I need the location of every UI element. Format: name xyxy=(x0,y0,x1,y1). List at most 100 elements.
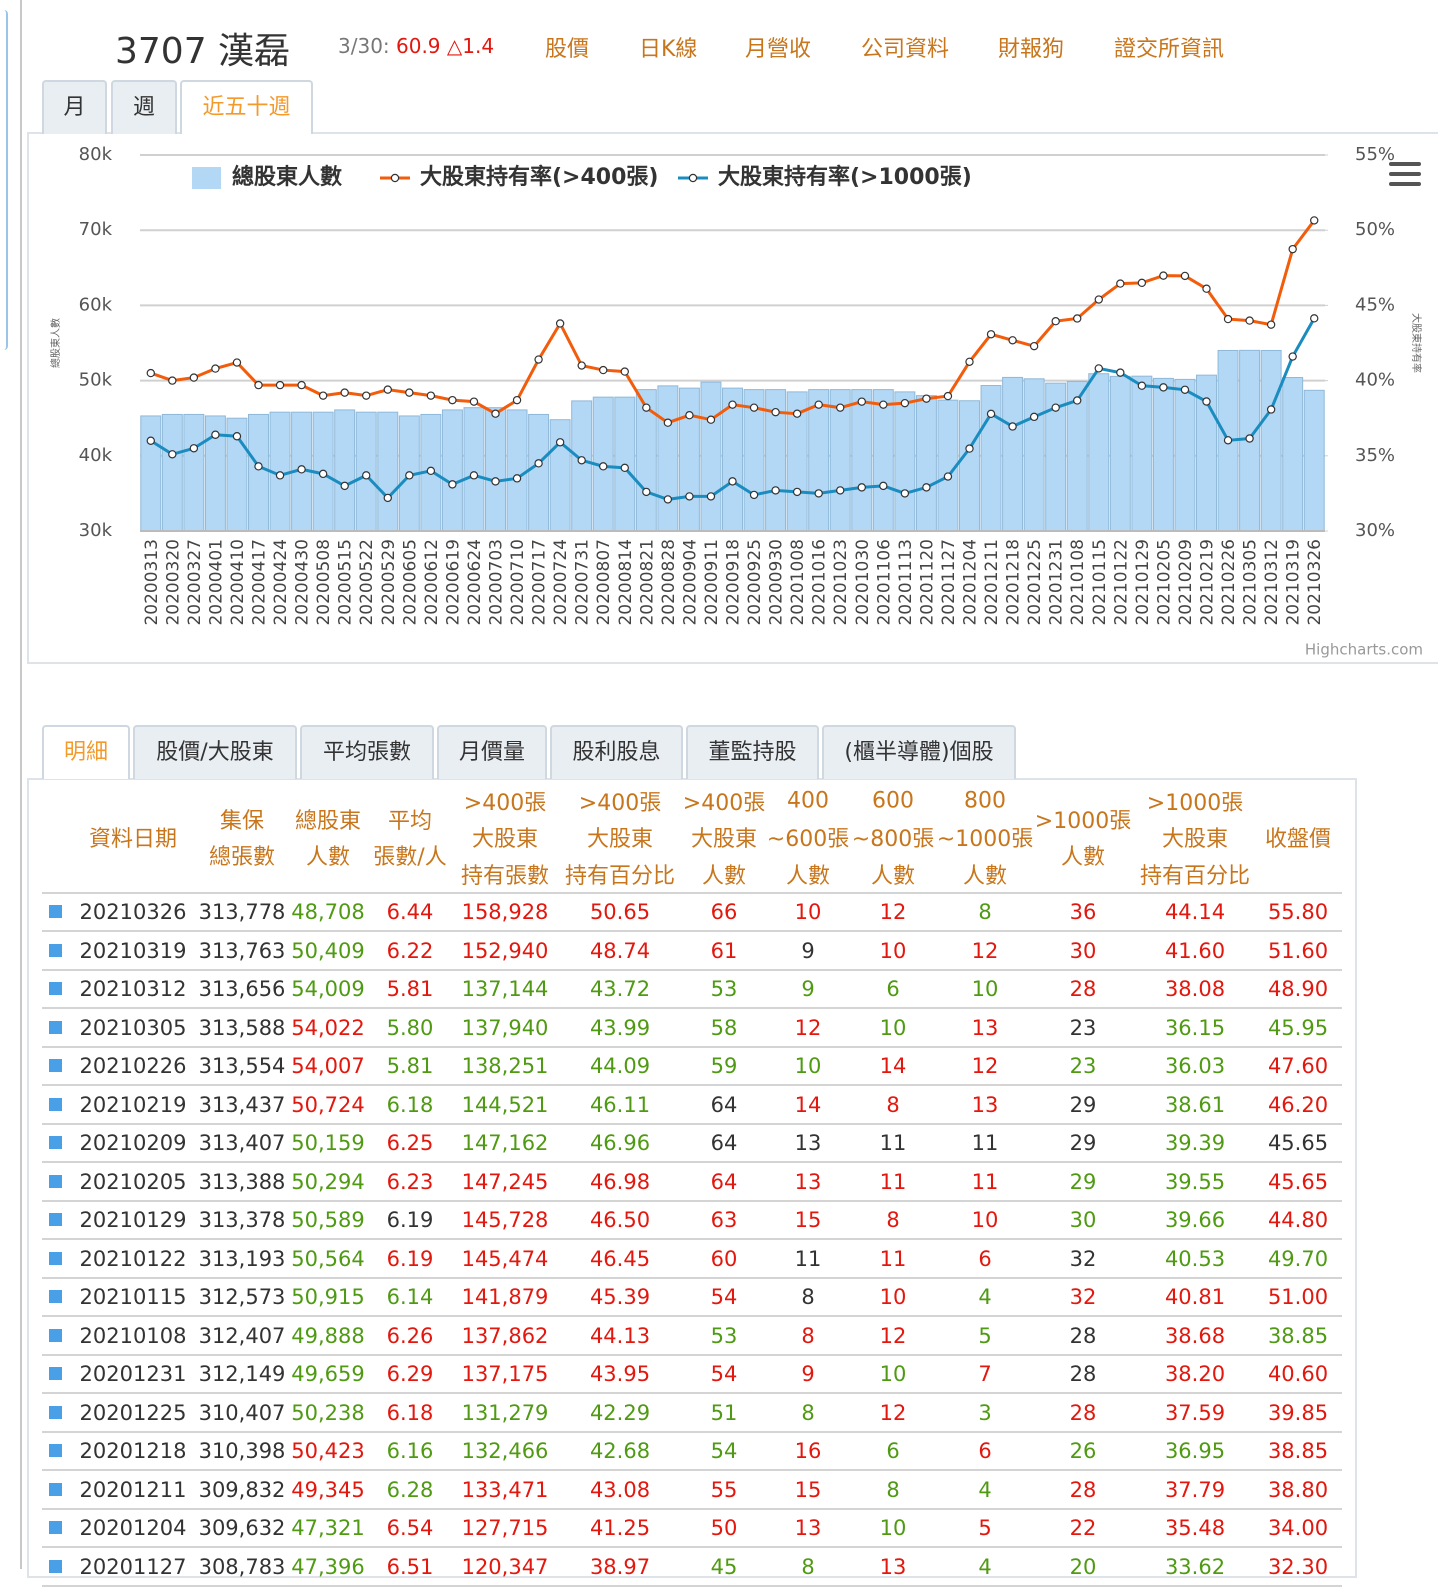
legend-label[interactable]: 大股東持有率(>1000張) xyxy=(718,164,972,190)
line-marker xyxy=(146,368,155,378)
row-rule xyxy=(42,930,1342,933)
table-cell: 38.85 xyxy=(1267,1323,1329,1348)
line-marker xyxy=(254,462,263,471)
x-tick-label: 20200930 xyxy=(767,539,787,626)
line-marker xyxy=(1266,320,1276,329)
x-tick-label: 20201231 xyxy=(1047,539,1067,626)
table-cell: 10 xyxy=(879,938,907,963)
table-cell: 54,022 xyxy=(291,1015,365,1040)
x-tick-label: 20201225 xyxy=(1025,539,1045,626)
x-tick-label: 20201106 xyxy=(874,539,894,626)
table-cell: 312,407 xyxy=(198,1323,286,1348)
detail-tab[interactable]: 股利股息 xyxy=(550,725,683,779)
nav-link[interactable]: 股價 xyxy=(545,37,590,62)
y-tick-label: 70k xyxy=(79,219,113,240)
detail-tab[interactable]: 月價量 xyxy=(437,725,547,779)
nav-link[interactable]: 月營收 xyxy=(745,37,812,62)
x-tick-label: 20200401 xyxy=(206,539,226,626)
line-marker xyxy=(362,471,371,480)
table-cell: 20201225 xyxy=(79,1400,187,1425)
x-tick-label: 20201127 xyxy=(939,539,959,626)
bar xyxy=(334,409,356,532)
table-cell: 13 xyxy=(971,1092,999,1117)
table-cell: 36.03 xyxy=(1164,1054,1226,1078)
table-cell: 8 xyxy=(886,1092,900,1117)
line-marker xyxy=(922,483,931,492)
x-tick-label: 20210305 xyxy=(1241,539,1261,626)
table-cell: 4 xyxy=(978,1285,992,1309)
table-header: 持有張數 xyxy=(460,863,550,889)
bar xyxy=(915,395,937,532)
x-tick-label: 20210326 xyxy=(1305,539,1325,626)
line-marker xyxy=(211,430,220,439)
line-marker xyxy=(1159,383,1168,392)
line-marker xyxy=(1137,381,1147,390)
line-marker xyxy=(534,459,543,468)
nav-link[interactable]: 財報狗 xyxy=(998,37,1065,62)
line-marker xyxy=(965,444,974,453)
table-cell: 6.26 xyxy=(386,1323,434,1348)
line-marker xyxy=(491,409,500,418)
period-tab[interactable]: 週 xyxy=(111,80,177,134)
x-tick-label: 20200424 xyxy=(271,539,291,626)
table-cell: 64 xyxy=(710,1092,738,1117)
detail-tab[interactable]: 股價/大股東 xyxy=(133,725,297,779)
x-tick-label: 20200605 xyxy=(400,539,420,626)
table-cell: 313,656 xyxy=(198,977,286,1001)
table-cell: 137,940 xyxy=(461,1015,549,1040)
x-tick-label: 20200529 xyxy=(379,539,399,626)
line-marker xyxy=(836,486,845,495)
legend-label[interactable]: 總股東人數 xyxy=(232,164,342,190)
detail-tab[interactable]: 明細 xyxy=(42,725,130,779)
period-tab[interactable]: 月 xyxy=(42,80,107,134)
table-cell: 6 xyxy=(978,1439,992,1463)
table-cell: 5.81 xyxy=(386,977,434,1001)
table-cell: 6 xyxy=(886,977,900,1001)
nav-link[interactable]: 日K線 xyxy=(639,37,698,62)
table-cell: 20210205 xyxy=(79,1169,187,1194)
table-cell: 14 xyxy=(794,1092,822,1117)
table-cell: 42.29 xyxy=(589,1400,651,1425)
bar xyxy=(1260,349,1282,532)
y2-tick-label: 45% xyxy=(1355,294,1395,315)
x-tick-label: 20201008 xyxy=(788,539,808,626)
y-tick-label: 30k xyxy=(79,520,113,541)
table-header: ~800張 xyxy=(851,827,935,852)
bar xyxy=(980,385,1002,532)
table-header: 人數 xyxy=(962,863,1008,889)
y2-tick-label: 35% xyxy=(1355,445,1395,466)
line-marker xyxy=(599,462,608,471)
detail-tab[interactable]: 平均張數 xyxy=(300,725,434,779)
table-cell: 43.99 xyxy=(589,1015,651,1040)
chart: 30k 40k 50k 60k 70k 80k 30% 35% 40% 45% 50% 55% 總股東人… xyxy=(49,144,1423,659)
row-rule xyxy=(42,1430,1342,1433)
table-cell: 20210129 xyxy=(79,1208,187,1232)
bar xyxy=(528,413,550,532)
nav-link[interactable]: 證交所資訊 xyxy=(1114,37,1225,62)
table-cell: 32 xyxy=(1069,1246,1097,1271)
legend-label[interactable]: 大股東持有率(>400張) xyxy=(420,164,658,190)
table-cell: 312,149 xyxy=(198,1362,286,1386)
bar xyxy=(894,391,916,532)
menu-icon[interactable] xyxy=(1389,162,1421,186)
table-cell: 28 xyxy=(1069,1323,1097,1348)
table-cell: 6.16 xyxy=(386,1439,434,1463)
line-marker xyxy=(986,409,996,419)
x-tick-label: 20201030 xyxy=(853,539,873,626)
detail-tab[interactable]: (櫃半導體)個股 xyxy=(822,725,1016,779)
line-marker xyxy=(275,471,285,480)
detail-tab[interactable]: 董監持股 xyxy=(686,725,819,779)
table-cell: 50,724 xyxy=(291,1092,365,1117)
table-cell: 29 xyxy=(1069,1131,1097,1155)
line-marker xyxy=(663,495,673,504)
table-cell: 49.70 xyxy=(1267,1246,1329,1271)
line-marker xyxy=(749,490,759,500)
table-cell: 6 xyxy=(886,1439,900,1463)
table-cell: 20210219 xyxy=(79,1092,187,1117)
nav-link[interactable]: 公司資料 xyxy=(861,37,950,62)
table-cell: 39.66 xyxy=(1164,1208,1226,1232)
line-marker xyxy=(1223,314,1233,324)
table-cell: 20210305 xyxy=(79,1015,187,1040)
table-cell: 43.72 xyxy=(589,977,651,1001)
period-tab[interactable]: 近五十週 xyxy=(180,80,313,134)
